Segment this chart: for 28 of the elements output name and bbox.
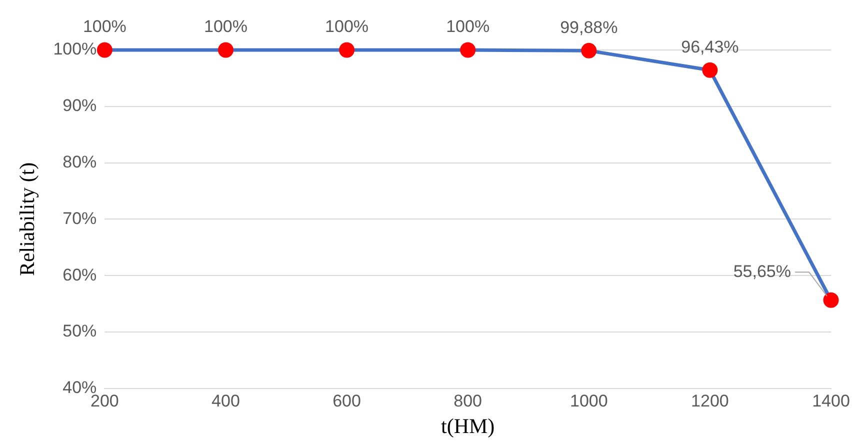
data-label: 100% — [204, 17, 248, 36]
data-label: 100% — [325, 17, 369, 36]
data-label: 55,65% — [733, 262, 791, 281]
point — [460, 42, 476, 58]
data-label: 100% — [446, 17, 490, 36]
y-tick-label: 80% — [62, 152, 97, 172]
x-tick-label: 1200 — [691, 391, 729, 410]
x-tick-label: 1400 — [812, 391, 850, 410]
point — [96, 42, 112, 58]
point — [339, 42, 355, 58]
y-tick-label: 100% — [53, 40, 97, 59]
y-tick-label: 60% — [62, 265, 97, 284]
y-tick-label: 90% — [62, 96, 97, 116]
y-tick-label: 50% — [62, 322, 97, 341]
x-axis-title: t(HM) — [441, 414, 495, 438]
point — [581, 42, 597, 58]
data-label: 96,43% — [681, 37, 739, 56]
point — [702, 62, 718, 78]
point — [218, 42, 234, 58]
x-tick-label: 600 — [332, 391, 361, 410]
data-label: 99,88% — [560, 18, 618, 37]
y-tick-label: 70% — [62, 208, 97, 228]
y-axis-title: Reliability (t) — [15, 162, 40, 276]
x-tick-label: 800 — [454, 391, 482, 410]
x-tick-label: 400 — [212, 391, 240, 410]
point — [823, 292, 839, 308]
data-label: 100% — [82, 17, 126, 36]
x-tick-label: 1000 — [570, 391, 608, 410]
